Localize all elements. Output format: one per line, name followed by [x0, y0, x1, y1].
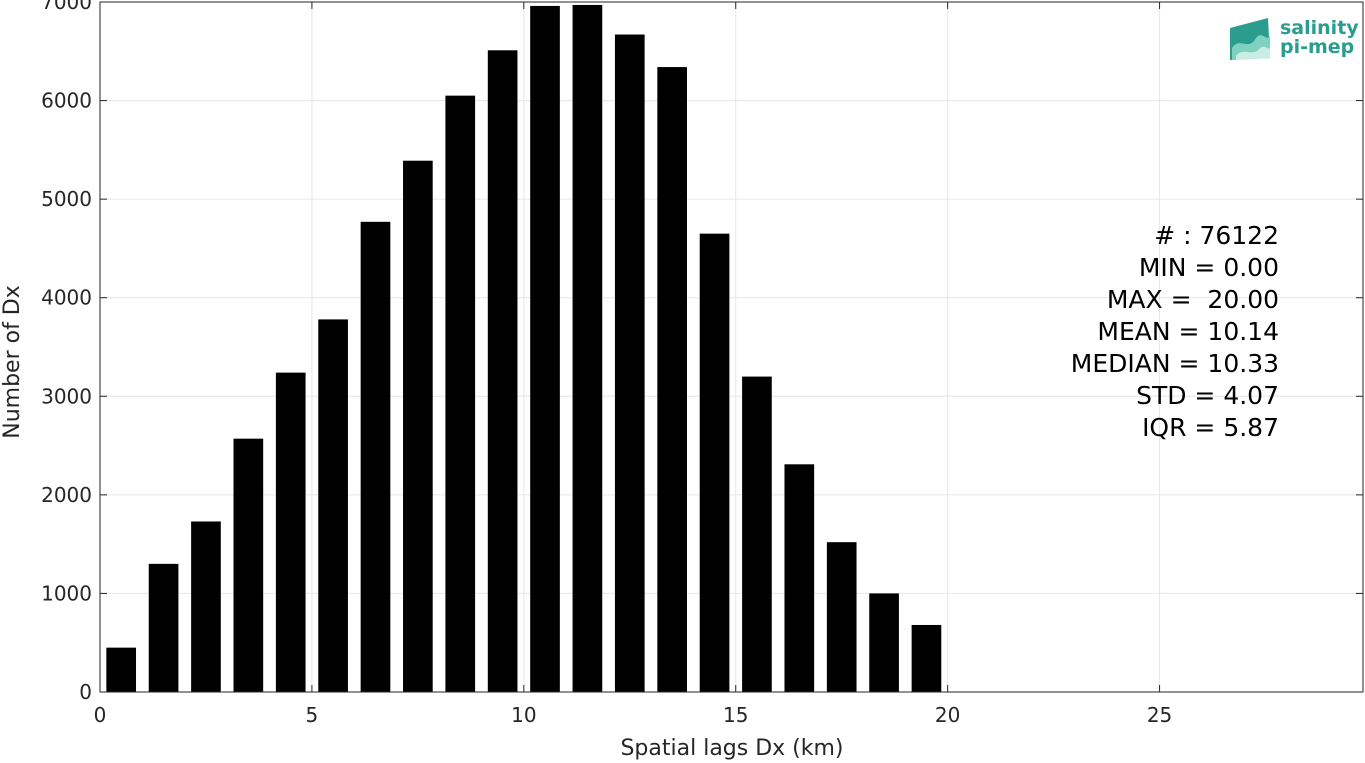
histogram-bar	[784, 464, 815, 692]
stat-line: MEDIAN = 10.33	[1071, 349, 1279, 378]
stat-line: MAX = 20.00	[1107, 285, 1279, 314]
x-tick-label: 25	[1147, 703, 1172, 727]
histogram-bar	[826, 542, 857, 692]
y-tick-label: 7000	[41, 0, 92, 14]
stat-line: IQR = 5.87	[1142, 413, 1279, 442]
histogram-bar	[487, 50, 518, 693]
bars	[106, 4, 942, 693]
histogram-bar	[360, 221, 391, 693]
x-tick-label: 20	[935, 703, 960, 727]
x-axis-title: Spatial lags Dx (km)	[620, 736, 843, 761]
histogram-bar	[445, 95, 476, 692]
logo-text-pi-mep: pi-mep	[1280, 36, 1354, 58]
y-tick-label: 0	[79, 680, 92, 704]
logo-wave-icon	[1230, 18, 1270, 60]
statistics-box: # : 76122 MIN = 0.00 MAX = 20.00 MEAN = 10.…	[1071, 221, 1279, 442]
histogram-bar	[614, 34, 645, 693]
histogram-bar	[699, 233, 730, 692]
y-tick-label: 4000	[41, 286, 92, 310]
logo-text-salinity: salinity	[1280, 17, 1359, 39]
histogram-bar	[403, 160, 433, 692]
y-axis-title: Number of Dx	[0, 285, 25, 439]
stat-line: # : 76122	[1154, 221, 1279, 250]
x-tick-label: 5	[306, 703, 319, 727]
histogram-bar	[106, 647, 137, 692]
histogram-bar	[275, 372, 306, 692]
histogram-bar	[869, 593, 899, 692]
histogram-bar	[572, 4, 603, 692]
plot-frame	[99, 1, 1364, 693]
y-tick-label: 3000	[41, 384, 92, 408]
x-axis-ticks: 0 5 10 15 20 25	[94, 2, 1172, 727]
y-axis-ticks: 0 1000 2000 3000 4000 5000 6000 7000	[41, 0, 1363, 704]
histogram-bar	[530, 5, 560, 692]
histogram-bar	[148, 563, 179, 692]
y-tick-label: 2000	[41, 483, 92, 507]
histogram-bar	[318, 319, 348, 692]
x-tick-label: 15	[723, 703, 748, 727]
histogram-bar	[191, 521, 221, 692]
y-tick-label: 6000	[41, 89, 92, 113]
y-tick-label: 1000	[41, 581, 92, 605]
stat-line: MEAN = 10.14	[1097, 317, 1279, 346]
x-tick-label: 0	[94, 703, 107, 727]
histogram-bar	[742, 376, 772, 692]
stat-line: STD = 4.07	[1136, 381, 1279, 410]
histogram-bar	[657, 67, 687, 693]
stat-line: MIN = 0.00	[1139, 253, 1279, 282]
y-tick-label: 5000	[41, 187, 92, 211]
histogram-bar	[233, 438, 264, 692]
x-tick-label: 10	[511, 703, 536, 727]
histogram-bar	[911, 624, 942, 692]
salinity-pi-mep-logo: salinity pi-mep	[1230, 17, 1359, 60]
